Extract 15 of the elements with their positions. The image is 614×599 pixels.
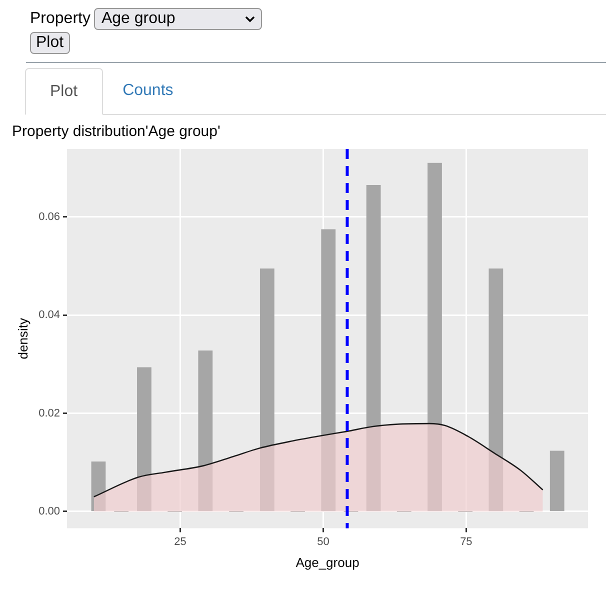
y-tick-label: 0.02 (38, 407, 60, 420)
x-tick-label: 25 (174, 536, 186, 548)
x-tick-label: 50 (317, 536, 330, 548)
text: Plot (25, 68, 103, 115)
text: Property (30, 10, 90, 28)
x-axis-title: Age_group (296, 554, 360, 570)
dropdown-field: Age group (94, 8, 262, 30)
button: Plot (30, 32, 70, 54)
y-axis-title: density (15, 318, 30, 360)
text: Counts (122, 81, 174, 101)
chart-title: Property distribution'Age group' (12, 123, 220, 140)
y-tick-label: 0.06 (38, 210, 60, 223)
y-tick-label: 0.04 (38, 309, 60, 322)
y-tick-label: 0.00 (38, 506, 60, 518)
x-tick-label: 75 (460, 536, 472, 548)
